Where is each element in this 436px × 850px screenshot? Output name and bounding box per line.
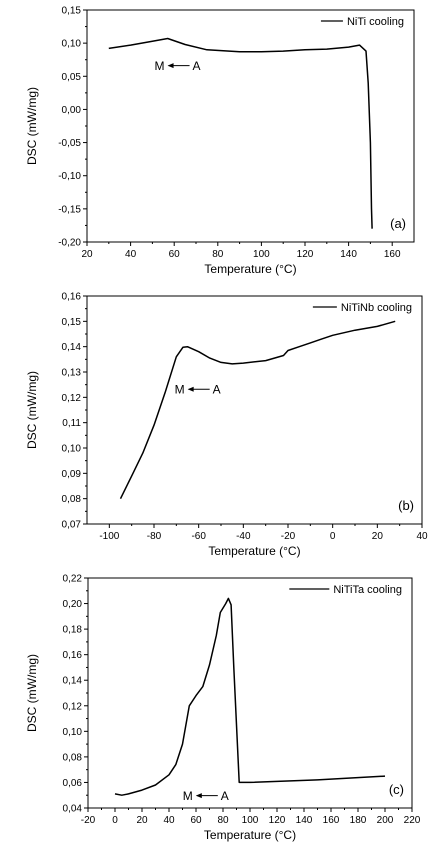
y-tick-label: 0,06	[63, 778, 83, 789]
y-tick-label: 0,10	[62, 444, 82, 455]
x-tick-label: 60	[169, 249, 181, 260]
series-line	[119, 320, 396, 500]
y-tick-label: 0,16	[63, 650, 83, 661]
x-tick-label: 0	[330, 531, 336, 542]
y-tick-label: 0,07	[62, 520, 82, 531]
x-tick-label: 100	[253, 249, 270, 260]
x-tick-label: 40	[125, 249, 137, 260]
panel-label: (b)	[398, 498, 414, 513]
annotation-m-label: M	[175, 383, 185, 397]
x-tick-label: 20	[81, 249, 93, 260]
legend-label: NiTiNb cooling	[341, 302, 412, 314]
y-tick-label: 0,15	[62, 317, 82, 328]
y-tick-label: 0,12	[62, 393, 82, 404]
y-tick-label: -0,15	[58, 204, 81, 215]
y-tick-label: 0,14	[63, 676, 83, 687]
y-tick-label: 0,04	[63, 804, 83, 815]
x-tick-label: -80	[147, 531, 162, 542]
y-tick-label: 0,00	[62, 105, 82, 116]
y-tick-label: 0,05	[62, 72, 82, 83]
y-tick-label: -0,05	[58, 138, 81, 149]
x-tick-label: 40	[416, 531, 428, 542]
y-tick-label: 0,16	[62, 292, 82, 303]
x-tick-label: -40	[236, 531, 251, 542]
annotation-m-label: M	[155, 59, 165, 73]
annotation-arrow-head	[187, 386, 194, 392]
y-tick-label: 0,08	[63, 752, 83, 763]
x-tick-label: 100	[242, 815, 259, 826]
x-tick-label: 60	[190, 815, 202, 826]
y-tick-label: -0,20	[58, 238, 81, 249]
annotation-a-label: A	[221, 789, 229, 803]
x-tick-label: 220	[404, 815, 421, 826]
x-tick-label: 140	[340, 249, 357, 260]
y-axis-title: DSC (mW/mg)	[25, 654, 39, 732]
x-axis-title: Temperature (°C)	[204, 262, 296, 276]
x-tick-label: 120	[297, 249, 314, 260]
annotation-a-label: A	[193, 59, 201, 73]
annotation-arrow-head	[167, 63, 174, 69]
annotation-m-label: M	[183, 789, 193, 803]
x-tick-label: 160	[323, 815, 340, 826]
x-tick-label: 80	[217, 815, 229, 826]
annotation-a-label: A	[213, 383, 221, 397]
x-tick-label: 40	[163, 815, 175, 826]
y-axis-title: DSC (mW/mg)	[25, 371, 39, 449]
y-tick-label: 0,20	[63, 599, 83, 610]
y-tick-label: 0,10	[63, 727, 83, 738]
y-tick-label: 0,10	[62, 39, 82, 50]
chart-panel-1: 20 40 60 80 100 120 140 160 -0,20 -0,15 -0,10 -0,05…	[25, 6, 415, 276]
series-line	[114, 597, 386, 796]
x-tick-label: 20	[136, 815, 148, 826]
x-axis-title: Temperature (°C)	[208, 544, 300, 558]
y-tick-label: 0,22	[63, 574, 83, 585]
x-tick-label: -20	[81, 815, 96, 826]
panel-label: (c)	[389, 782, 404, 797]
chart-panel-3: -20 0 20 40 60 80 100 120 140 160 180 200 220 0,04 0,0…	[25, 574, 421, 843]
y-tick-label: 0,09	[62, 469, 82, 480]
y-tick-label: 0,15	[62, 6, 82, 17]
series-line	[108, 37, 373, 229]
y-tick-label: 0,13	[62, 368, 82, 379]
x-tick-label: -60	[191, 531, 206, 542]
panel-label: (a)	[390, 216, 406, 231]
y-tick-label: -0,10	[58, 171, 81, 182]
x-tick-label: 0	[112, 815, 118, 826]
legend-label: NiTiTa cooling	[333, 584, 402, 596]
x-tick-label: 80	[212, 249, 224, 260]
legend-label: NiTi cooling	[347, 16, 404, 28]
x-tick-label: 180	[350, 815, 367, 826]
plot-frame	[87, 577, 413, 809]
y-tick-label: 0,11	[62, 418, 81, 429]
x-tick-label: 140	[296, 815, 313, 826]
y-tick-label: 0,18	[63, 625, 83, 636]
annotation-arrow-head	[195, 793, 202, 799]
x-axis-title: Temperature (°C)	[204, 828, 296, 842]
x-tick-label: 160	[384, 249, 401, 260]
x-tick-label: 120	[269, 815, 286, 826]
x-tick-label: -20	[281, 531, 296, 542]
chart-panel-2: -100 -80 -60 -40 -20 0 20 40 0,07 0,08 0,09 0,10 0,1…	[25, 292, 428, 559]
y-tick-label: 0,08	[62, 494, 82, 505]
x-tick-label: 20	[372, 531, 384, 542]
plot-frame	[86, 295, 423, 525]
y-tick-label: 0,14	[62, 342, 82, 353]
x-tick-label: -100	[99, 531, 119, 542]
y-tick-label: 0,12	[63, 701, 83, 712]
x-tick-label: 200	[377, 815, 394, 826]
y-axis-title: DSC (mW/mg)	[25, 87, 39, 165]
